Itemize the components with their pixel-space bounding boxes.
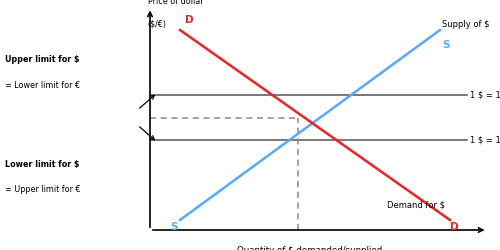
Text: S: S <box>170 222 177 232</box>
Text: D: D <box>450 222 458 232</box>
Text: = Upper limit for €: = Upper limit for € <box>5 186 80 194</box>
Text: = Lower limit for €: = Lower limit for € <box>5 80 80 90</box>
Text: 1 $ = 1.8 €: 1 $ = 1.8 € <box>470 136 500 144</box>
Text: Upper limit for $: Upper limit for $ <box>5 56 80 64</box>
Text: Lower limit for $: Lower limit for $ <box>5 160 80 170</box>
Text: Price of dollar: Price of dollar <box>148 0 203 6</box>
Text: Supply of $: Supply of $ <box>442 20 490 29</box>
Text: Quantity of $ demanded/supplied: Quantity of $ demanded/supplied <box>238 246 382 250</box>
Text: S: S <box>442 40 450 50</box>
Text: ($/€): ($/€) <box>148 20 167 29</box>
Text: Demand for $: Demand for $ <box>387 200 445 209</box>
Text: D: D <box>185 15 194 25</box>
Text: 1 $ = 1.2 €: 1 $ = 1.2 € <box>470 90 500 100</box>
